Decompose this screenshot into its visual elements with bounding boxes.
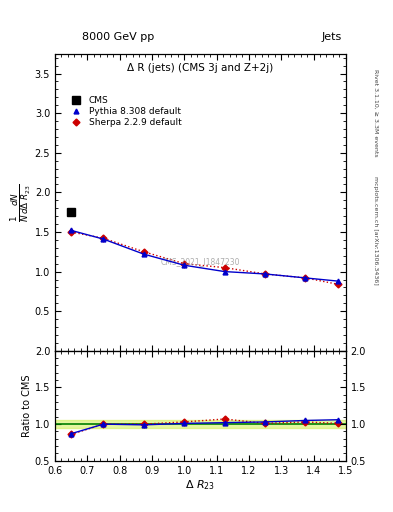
Y-axis label: Ratio to CMS: Ratio to CMS xyxy=(22,375,32,437)
Pythia 8.308 default xyxy=(335,278,340,284)
Pythia 8.308 default xyxy=(141,251,146,257)
Sherpa 2.2.9 default xyxy=(303,275,308,281)
Text: Rivet 3.1.10, ≥ 3.3M events: Rivet 3.1.10, ≥ 3.3M events xyxy=(373,69,378,157)
Pythia 8.308 default xyxy=(222,268,227,274)
Sherpa 2.2.9 default xyxy=(141,249,146,255)
Text: Jets: Jets xyxy=(321,32,342,42)
Line: Sherpa 2.2.9 default: Sherpa 2.2.9 default xyxy=(69,229,340,287)
Bar xyxy=(55,420,346,428)
Y-axis label: $\frac{1}{N}\frac{dN}{d\Delta\ R_{23}}$: $\frac{1}{N}\frac{dN}{d\Delta\ R_{23}}$ xyxy=(10,183,33,222)
Sherpa 2.2.9 default xyxy=(69,229,73,235)
Text: 8000 GeV pp: 8000 GeV pp xyxy=(82,32,154,42)
Sherpa 2.2.9 default xyxy=(182,261,187,267)
Sherpa 2.2.9 default xyxy=(222,265,227,271)
Pythia 8.308 default xyxy=(303,275,308,281)
Text: CMS_2021_I1847230: CMS_2021_I1847230 xyxy=(161,257,240,266)
Pythia 8.308 default xyxy=(263,271,267,277)
Sherpa 2.2.9 default xyxy=(263,271,267,277)
Pythia 8.308 default xyxy=(69,227,73,233)
Pythia 8.308 default xyxy=(182,262,187,268)
Sherpa 2.2.9 default xyxy=(335,281,340,287)
Legend: CMS, Pythia 8.308 default, Sherpa 2.2.9 default: CMS, Pythia 8.308 default, Sherpa 2.2.9 … xyxy=(65,94,184,129)
Sherpa 2.2.9 default xyxy=(101,235,106,241)
Text: mcplots.cern.ch [arXiv:1306.3436]: mcplots.cern.ch [arXiv:1306.3436] xyxy=(373,176,378,285)
X-axis label: $\Delta\ R_{23}$: $\Delta\ R_{23}$ xyxy=(185,478,215,492)
Line: Pythia 8.308 default: Pythia 8.308 default xyxy=(69,228,340,284)
Pythia 8.308 default xyxy=(101,236,106,242)
Text: Δ R (jets) (CMS 3j and Z+2j): Δ R (jets) (CMS 3j and Z+2j) xyxy=(127,62,274,73)
